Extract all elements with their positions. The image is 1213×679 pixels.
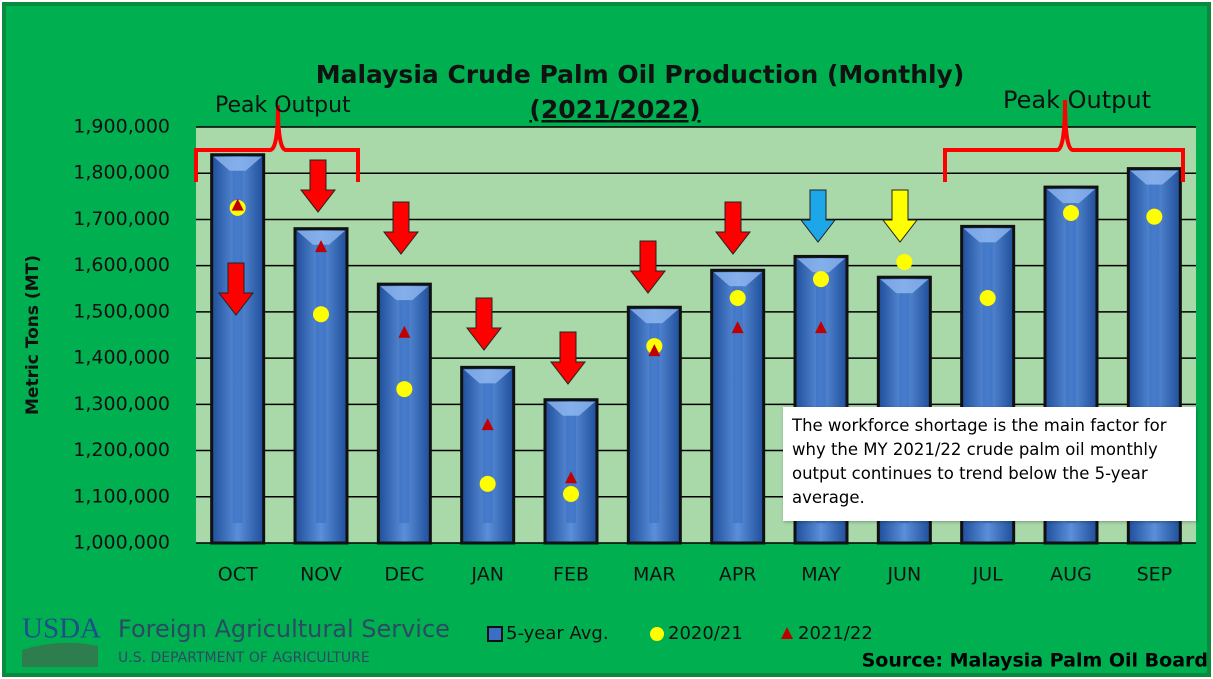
marker-circle <box>896 253 913 270</box>
marker-circle <box>729 290 746 307</box>
bar-bevel <box>297 230 345 245</box>
y-tick-label: 1,200,000 <box>73 439 170 461</box>
y-tick-label: 1,400,000 <box>73 347 170 369</box>
bracket <box>943 99 1185 182</box>
annotation: Peak Output <box>215 93 351 118</box>
bar-bevel <box>630 309 679 324</box>
annotation-box: The workforce shortage is the main facto… <box>783 407 1196 521</box>
marker-triangle <box>315 240 327 253</box>
x-tick-label: APR <box>719 564 757 586</box>
y-tick-label: 1,500,000 <box>73 300 170 322</box>
legend-swatch <box>487 626 503 642</box>
marker-circle <box>563 486 579 503</box>
marker-triangle <box>565 471 577 484</box>
bar-bevel <box>1130 170 1179 185</box>
x-tick-label: JUN <box>886 564 921 586</box>
bar-bevel <box>213 156 262 171</box>
legend-label: 5-year Avg. <box>506 623 609 644</box>
bar-bevel <box>713 272 762 287</box>
chart-subtitle: (2021/2022) <box>529 95 700 124</box>
legend-swatch <box>650 627 664 641</box>
marker-circle <box>479 475 496 492</box>
bar-bevel <box>1047 189 1095 204</box>
x-tick-label: AUG <box>1050 564 1092 586</box>
marker-triangle <box>398 325 411 338</box>
bar-bevel <box>463 369 512 384</box>
legend-swatch <box>781 627 793 639</box>
marker-triangle <box>815 321 827 334</box>
y-tick-label: 1,600,000 <box>73 254 170 276</box>
bar-bevel <box>380 286 429 301</box>
legend-label: 2020/21 <box>668 623 743 644</box>
marker-circle <box>396 381 413 398</box>
x-tick-label: SEP <box>1137 564 1173 586</box>
x-tick-label: MAR <box>633 564 676 586</box>
legend: 5-year Avg. 2020/21 2021/22 <box>487 623 873 644</box>
x-tick-label: OCT <box>218 564 258 586</box>
x-tick-label: DEC <box>384 564 424 586</box>
y-axis-label: Metric Tons (MT) <box>23 255 43 415</box>
x-tick-label: NOV <box>300 564 342 586</box>
bar-bevel <box>547 401 595 416</box>
logo: USDA <box>22 613 101 645</box>
brackets <box>194 99 1185 182</box>
x-tick-label: MAY <box>801 564 841 586</box>
marker-circle <box>813 271 829 288</box>
bar-bevel <box>797 258 845 273</box>
bar-bevel <box>880 279 929 294</box>
marker-triangle <box>648 344 661 357</box>
source: Source: Malaysia Palm Oil Board <box>862 650 1208 672</box>
marker-circle <box>1063 204 1079 221</box>
y-tick-label: 1,000,000 <box>73 532 170 554</box>
agency: Foreign Agricultural Service <box>118 615 450 643</box>
marker-triangle <box>481 418 494 431</box>
annotation: Peak Output <box>1003 86 1151 114</box>
marker-circle <box>313 306 329 323</box>
x-tick-label: JUL <box>972 564 1004 586</box>
x-tick-label: FEB <box>553 564 589 586</box>
logo-swoosh <box>22 642 98 667</box>
marker-circle <box>1146 208 1163 225</box>
marker-triangle <box>231 198 244 211</box>
y-tick-label: 1,100,000 <box>73 485 170 507</box>
chart-title: Malaysia Crude Palm Oil Production (Mont… <box>316 60 965 89</box>
bracket <box>194 104 360 182</box>
department: U.S. DEPARTMENT OF AGRICULTURE <box>118 650 370 666</box>
y-tick-label: 1,300,000 <box>73 393 170 415</box>
marker-circle <box>979 290 996 307</box>
legend-label: 2021/22 <box>798 623 873 644</box>
y-tick-label: 1,800,000 <box>73 162 170 184</box>
y-tick-label: 1,700,000 <box>73 208 170 230</box>
x-tick-label: JAN <box>470 564 503 586</box>
bar-bevel <box>963 228 1012 243</box>
marker-triangle <box>731 321 744 334</box>
y-tick-label: 1,900,000 <box>73 116 170 138</box>
